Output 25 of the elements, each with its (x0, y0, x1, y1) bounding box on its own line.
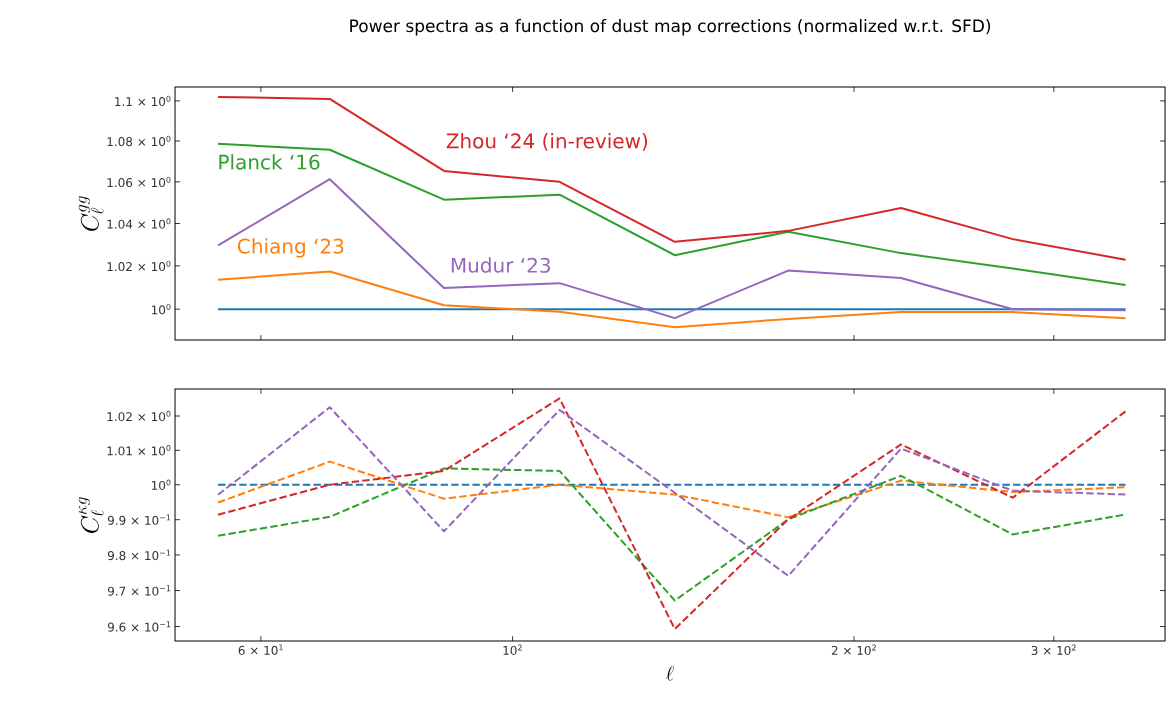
series-label: Mudur ‘23 (451, 257, 550, 273)
y-tick-label: 1.01 × 10$^{0}$ (107, 445, 171, 456)
y-tick-label: 9.9 × 10$^{−1}$ (107, 514, 171, 525)
series-label: Zhou ‘24 (in-review) (446, 132, 648, 151)
y-tick-label: 9.6 × 10$^{−1}$ (107, 621, 171, 632)
y-tick-label: 1.08 × 10$^{0}$ (107, 135, 171, 147)
y-tick-label: 10$^{0}$ (151, 479, 171, 490)
y-tick-label: 1.1 × 10$^{0}$ (115, 95, 171, 107)
x-tick-label: 2 × 10$^{2}$ (831, 644, 876, 655)
x-tick-label: 3 × 10$^{2}$ (1031, 644, 1076, 655)
y-tick-label: 1.06 × 10$^{0}$ (107, 176, 171, 188)
y-tick-label: 1.04 × 10$^{0}$ (107, 218, 171, 229)
y-tick-label: 1.02 × 10$^{0}$ (107, 260, 171, 272)
series-label: Chiang ‘23 (238, 238, 344, 258)
y-axis-title: $C_\ell^{\kappa g}$ (78, 497, 104, 533)
x-axis-title: $\ell$ (666, 665, 674, 681)
y-tick-label: 9.8 × 10$^{−1}$ (107, 549, 171, 561)
y-axis-title: $C_\ell^{gg}$ (78, 196, 104, 231)
series-label: Planck ‘16 (219, 154, 320, 170)
y-tick-label: 1.02 × 10$^{0}$ (107, 410, 171, 422)
chart-title: Power spectra as a function of dust map corrections (normalized w.r.t. SFD) (350, 19, 991, 36)
y-tick-label: 9.7 × 10$^{−1}$ (107, 585, 171, 596)
x-tick-label: 10$^{2}$ (503, 644, 522, 655)
x-tick-label: 6 × 10$^{1}$ (238, 644, 283, 655)
y-tick-label: 10$^{0}$ (151, 303, 171, 315)
